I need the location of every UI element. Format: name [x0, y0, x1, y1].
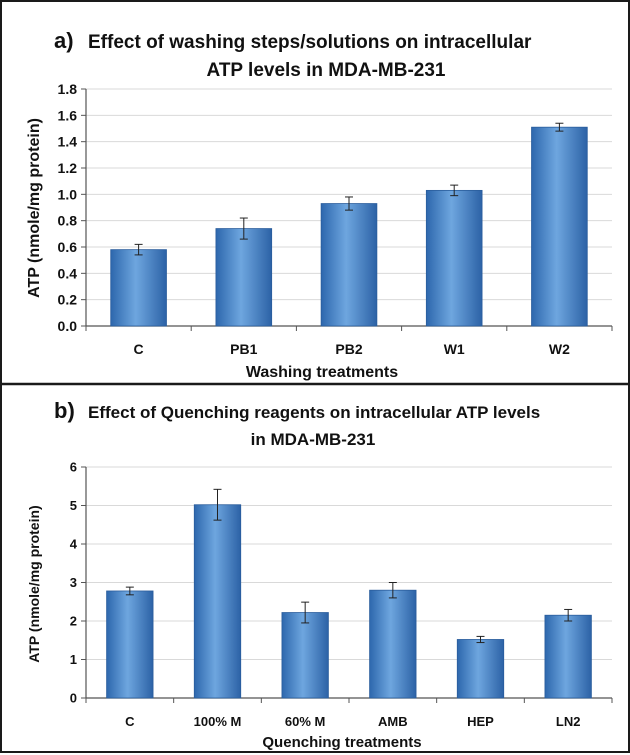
- panel-b-y-tick-label: 1: [70, 652, 77, 667]
- panel-a-y-tick-label: 0.6: [58, 239, 78, 255]
- panel-b-y-tick-label: 2: [70, 614, 77, 629]
- panel-a-y-tick-label: 0.2: [58, 292, 78, 308]
- panel-a-y-tick-label: 1.0: [58, 186, 78, 202]
- panel-b-label: b): [54, 398, 75, 423]
- panel-a-bar: [320, 203, 378, 327]
- panel-a-bar: [110, 249, 167, 327]
- panel-a-y-tick-label: 1.4: [58, 134, 78, 150]
- panel-a-y-tick-label: 0.0: [58, 318, 78, 334]
- panel-a-category-label: PB2: [335, 341, 362, 357]
- panel-a-x-axis-title: Washing treatments: [246, 364, 398, 381]
- panel-b-title-line1: Effect of Quenching reagents on intracel…: [88, 403, 540, 422]
- panel-b-y-tick-label: 4: [70, 537, 78, 552]
- panel-b-bar: [456, 639, 505, 699]
- panel-a-category-label: W2: [549, 341, 570, 357]
- panel-a-label: a): [54, 28, 74, 53]
- panel-a-y-tick-label: 1.8: [58, 81, 78, 97]
- panel-b-plot: 0 1 2 3 4 5 6 C 100% M 60% M AMB HEP LN2: [70, 460, 613, 729]
- panel-a-y-axis-title: ATP (nmole/mg protein): [26, 118, 43, 298]
- panel-a-title-line1: Effect of washing steps/solutions on int…: [88, 32, 532, 53]
- panel-b-category-label: LN2: [556, 714, 581, 729]
- panel-b-y-axis-title: ATP (nmole/mg protein): [26, 505, 42, 662]
- panel-b-category-label: AMB: [378, 714, 408, 729]
- panel-b-title-line2: in MDA-MB-231: [251, 430, 376, 449]
- panel-b-y-tick-label: 0: [70, 691, 77, 706]
- panel-a-plot: 0.0 0.2 0.4 0.6 0.8 1.0 1.2 1.4 1.6 1.8 C PB1 PB2 W1 W…: [58, 81, 613, 357]
- panel-b-bar: [193, 504, 242, 699]
- panel-b-category-label: C: [125, 714, 135, 729]
- panel-a-title-line2: ATP levels in MDA-MB-231: [207, 60, 446, 81]
- panel-a-y-tick-label: 1.6: [58, 107, 78, 123]
- panel-a-bar: [425, 189, 483, 327]
- panel-b-y-tick-label: 3: [70, 575, 77, 590]
- panel-a-category-label: C: [134, 341, 144, 357]
- panel-b-bar: [106, 590, 154, 699]
- panel-b-bar: [544, 614, 592, 699]
- panel-b-x-axis-title: Quenching treatments: [262, 734, 421, 751]
- panel-b-category-label: 100% M: [194, 714, 242, 729]
- panel-b-bar: [369, 589, 417, 699]
- panel-b-category-label: HEP: [467, 714, 494, 729]
- panel-b-bar: [281, 612, 329, 699]
- panel-b-y-tick-label: 6: [70, 460, 77, 475]
- panel-a-category-label: PB1: [230, 341, 257, 357]
- panel-b-y-tick-label: 5: [70, 498, 77, 513]
- panel-a-y-tick-label: 1.2: [58, 160, 78, 176]
- panel-b-category-label: 60% M: [285, 714, 325, 729]
- panel-a-y-tick-label: 0.4: [58, 265, 78, 281]
- panel-a-bar: [215, 228, 273, 327]
- panel-a-bar: [531, 126, 588, 327]
- panel-a-category-label: W1: [444, 341, 465, 357]
- panel-a-y-tick-label: 0.8: [58, 213, 78, 229]
